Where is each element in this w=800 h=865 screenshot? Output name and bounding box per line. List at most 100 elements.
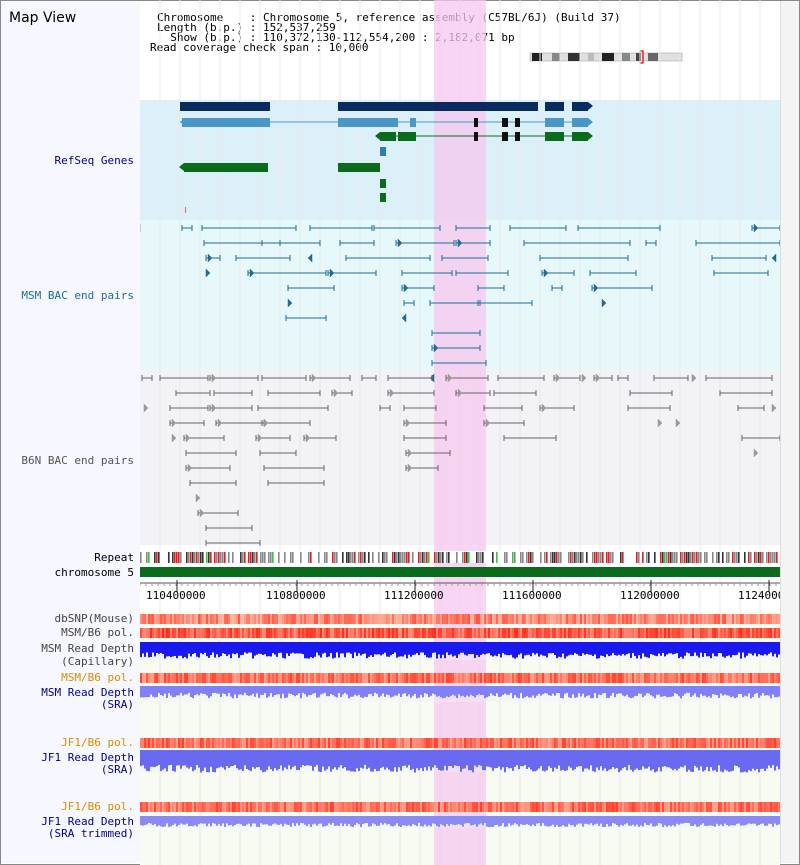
track-label-jf1-b6-pol[interactable]: JF1/B6 pol. — [61, 736, 134, 749]
msm-b6-pol-cap-bin — [344, 628, 346, 638]
track-label-b6n-bac[interactable]: B6N BAC end pairs — [21, 454, 134, 467]
track-label-jf1-b6-pol-2[interactable]: JF1/B6 pol. — [61, 800, 134, 813]
jf1-b6-pol2-bin — [432, 802, 434, 812]
dbsnp-bin — [440, 614, 442, 624]
jf1-b6-pol-bin — [752, 738, 754, 748]
jf1-b6-pol2-bin — [546, 802, 548, 812]
jf1-b6-pol2-bin — [704, 802, 706, 812]
jf1-b6-pol-bin — [732, 738, 734, 748]
track-label-jf1-depth-sra[interactable]: JF1 Read Depth — [41, 751, 134, 764]
jf1-depth-trim-bin — [236, 816, 238, 824]
track-label-dbsnp[interactable]: dbSNP(Mouse) — [54, 612, 134, 625]
dbsnp-bin — [710, 614, 712, 624]
repeat-element — [700, 552, 702, 563]
jf1-depth-trim-bin — [642, 816, 644, 827]
track-label-msm-depth-capillary[interactable]: MSM Read Depth — [41, 642, 134, 655]
track-label-jf1-depth-trimmed[interactable]: JF1 Read Depth — [41, 815, 134, 828]
jf1-depth-trim-bin — [556, 816, 558, 826]
msm-b6-pol-cap-bin — [394, 628, 396, 638]
jf1-depth-sra-bin — [390, 750, 392, 772]
msm-b6-pol-cap-bin — [296, 628, 298, 638]
jf1-b6-pol2-bin — [230, 802, 232, 812]
msm-depth-sra-bin — [300, 686, 302, 699]
msm-depth-cap-bin — [678, 642, 680, 659]
jf1-b6-pol2-bin — [776, 802, 778, 812]
msm-b6-pol-sra-bin — [260, 673, 262, 683]
jf1-depth-sra-bin — [196, 750, 198, 766]
msm-depth-sra-bin — [554, 686, 556, 696]
msm-b6-pol-sra-bin — [734, 673, 736, 683]
jf1-depth-sra-bin — [562, 750, 564, 770]
track-label-chromosome[interactable]: chromosome 5 — [54, 566, 134, 579]
dbsnp-bin — [612, 614, 614, 624]
msm-depth-sra-bin — [572, 686, 574, 695]
dbsnp-bin — [378, 614, 380, 624]
msm-b6-pol-sra-bin — [306, 673, 308, 683]
jf1-depth-trim-bin — [742, 816, 744, 826]
refseq-track[interactable] — [179, 102, 593, 213]
dbsnp-bin — [250, 614, 252, 624]
msm-depth-cap-bin — [254, 642, 256, 656]
jf1-b6-pol-bin — [440, 738, 442, 748]
jf1-b6-pol-bin — [570, 738, 572, 748]
jf1-depth-sra-bin — [194, 750, 196, 770]
jf1-depth-trim-bin — [656, 816, 658, 826]
jf1-depth-sra-bin — [746, 750, 748, 773]
jf1-depth-trim-bin — [294, 816, 296, 827]
msm-b6-pol-sra-bin — [308, 673, 310, 683]
msm-b6-pol-sra-bin — [158, 673, 160, 683]
msm-depth-sra-bin — [208, 686, 210, 699]
jf1-b6-pol-bin — [412, 738, 414, 748]
b6n-bac-end — [675, 418, 681, 428]
jf1-b6-pol-bin — [536, 738, 538, 748]
jf1-b6-pol-bin — [352, 738, 354, 748]
msm-bac-track[interactable] — [140, 223, 780, 383]
msm-b6-pol-cap-bin — [744, 628, 746, 638]
msm-depth-sra-bin — [762, 686, 764, 694]
quantitative-tracks[interactable] — [140, 614, 780, 828]
track-label-msm-b6-pol-sra[interactable]: MSM/B6 pol. — [61, 671, 134, 684]
jf1-b6-pol2-bin — [702, 802, 704, 812]
msm-depth-cap-bin — [214, 642, 216, 658]
jf1-depth-sra-bin — [312, 750, 314, 771]
repeat-element — [570, 552, 572, 563]
msm-b6-pol-sra-bin — [420, 673, 422, 683]
repeat-element — [466, 552, 468, 563]
msm-b6-pol-sra-bin — [762, 673, 764, 683]
msm-depth-sra-bin — [548, 686, 550, 696]
jf1-b6-pol2-bin — [714, 802, 716, 812]
jf1-depth-sra-bin — [556, 750, 558, 769]
msm-b6-pol-sra-bin — [366, 673, 368, 683]
track-label-refseq[interactable]: RefSeq Genes — [54, 154, 134, 167]
msm-depth-sra-bin — [540, 686, 542, 696]
msm-depth-sra-bin — [378, 686, 380, 698]
msm-depth-sra-bin — [476, 686, 478, 696]
b6n-bac-track[interactable] — [141, 373, 780, 563]
chromosome-track[interactable] — [140, 567, 780, 577]
msm-b6-pol-sra-bin — [506, 673, 508, 683]
jf1-depth-sra-bin — [382, 750, 384, 767]
track-label-msm-bac[interactable]: MSM BAC end pairs — [21, 289, 134, 302]
repeat-element — [140, 552, 142, 563]
msm-b6-pol-sra-bin — [500, 673, 502, 683]
chromosome-ideogram[interactable] — [528, 50, 688, 64]
jf1-b6-pol2-bin — [348, 802, 350, 812]
msm-depth-sra-bin — [374, 686, 376, 693]
repeat-element — [308, 552, 310, 563]
msm-bac-end — [593, 283, 599, 293]
jf1-b6-pol-bin — [478, 738, 480, 748]
vertical-scrollbar[interactable] — [780, 1, 799, 863]
track-label-repeat[interactable]: Repeat — [94, 551, 134, 564]
dbsnp-bin — [370, 614, 372, 624]
track-label-msm-depth-sra[interactable]: MSM Read Depth — [41, 686, 134, 699]
genome-track-canvas[interactable]: 110400000 110800000 111200000 111600000 1120… — [140, 0, 780, 865]
jf1-b6-pol2-bin — [746, 802, 748, 812]
msm-depth-sra-bin — [358, 686, 360, 695]
repeat-track[interactable] — [140, 551, 780, 563]
msm-b6-pol-cap-bin — [204, 628, 206, 638]
msm-depth-sra-bin — [248, 686, 250, 696]
jf1-b6-pol-bin — [400, 738, 402, 748]
jf1-depth-sra-bin — [422, 750, 424, 772]
track-label-msm-b6-pol-capillary[interactable]: MSM/B6 pol. — [61, 626, 134, 639]
msm-depth-cap-bin — [166, 642, 168, 657]
